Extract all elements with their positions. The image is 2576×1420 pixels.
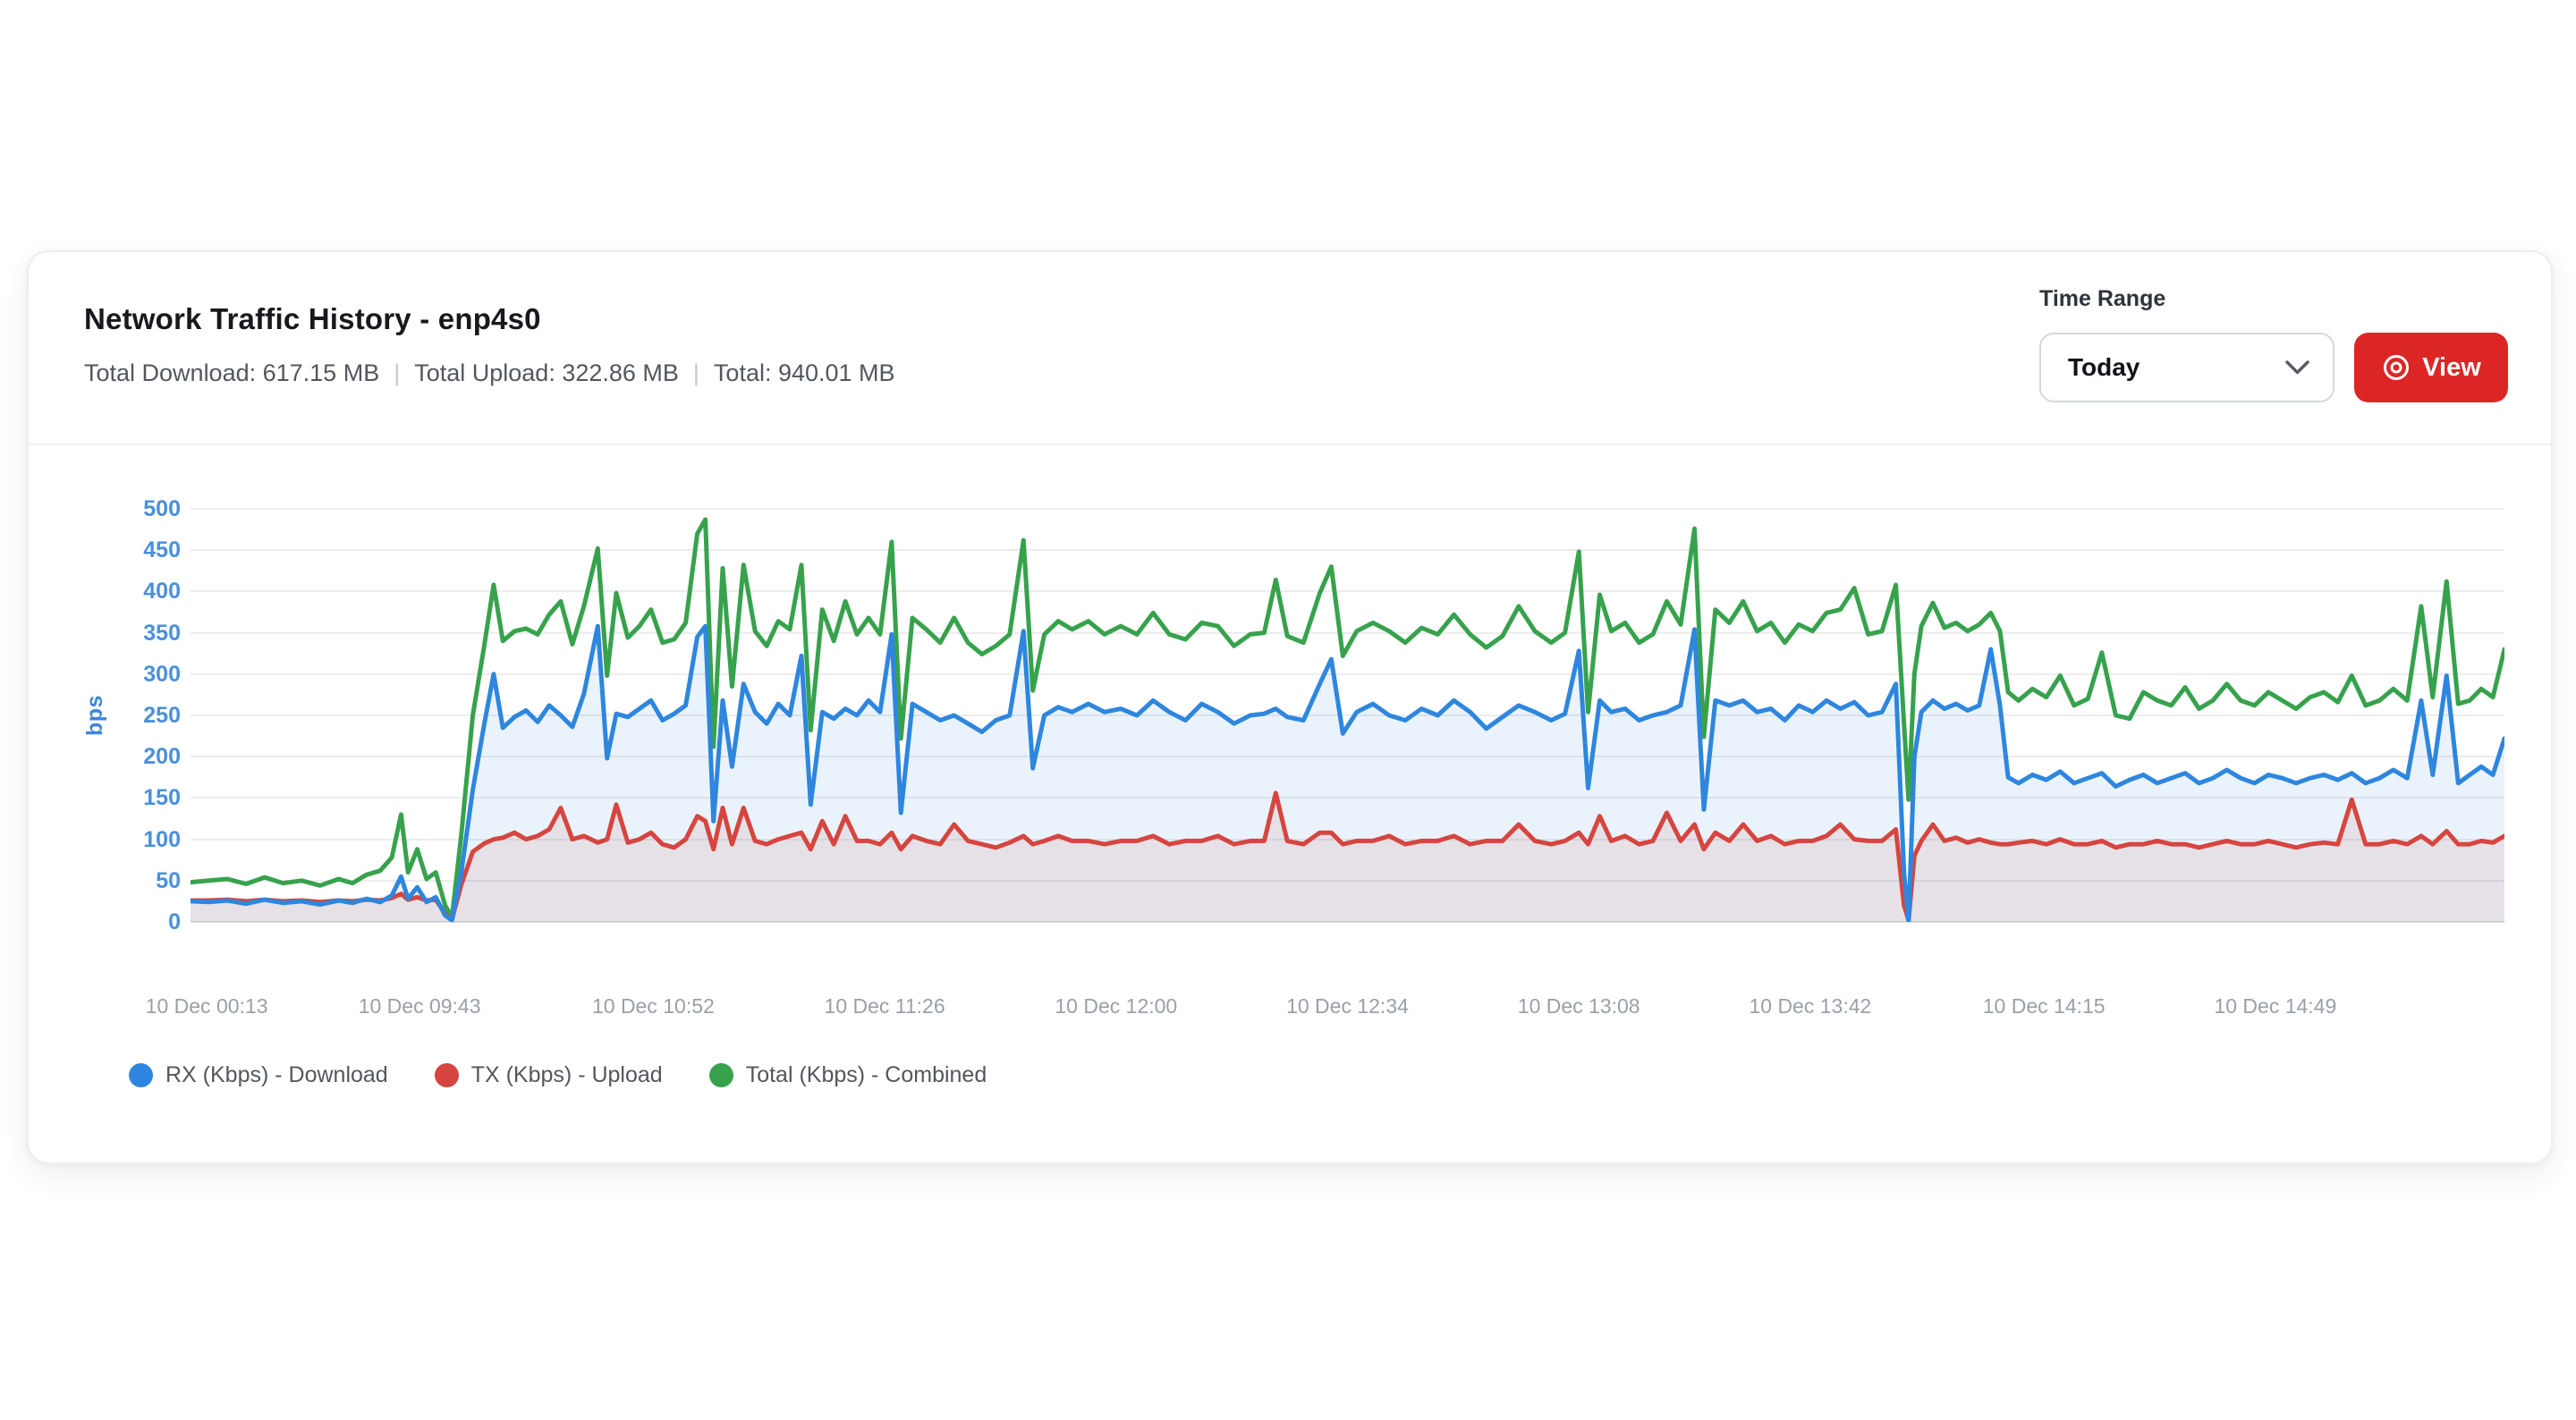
legend-label-tx: TX (Kbps) - Upload <box>470 1062 663 1087</box>
y-axis-title: bps <box>82 695 107 736</box>
y-tick-label: 200 <box>143 744 181 770</box>
gridline <box>191 714 2504 716</box>
x-tick-label: 10 Dec 13:42 <box>1749 994 1872 1018</box>
chevron-down-icon <box>2285 359 2309 376</box>
legend-item-total[interactable]: Total (Kbps) - Combined <box>708 1062 987 1088</box>
y-tick-label: 250 <box>143 703 181 728</box>
header-divider <box>29 444 2551 445</box>
gridline <box>191 879 2504 882</box>
chart-legend: RX (Kbps) - Download TX (Kbps) - Upload … <box>129 1062 987 1088</box>
view-button-label: View <box>2422 352 2481 382</box>
gridline <box>191 590 2504 593</box>
y-tick-label: 500 <box>143 496 181 521</box>
gridline <box>191 631 2504 634</box>
total-combined: Total: 940.01 MB <box>713 359 895 386</box>
y-tick-label: 400 <box>143 579 181 604</box>
total-legend-dot-icon <box>708 1063 733 1087</box>
traffic-series-svg <box>191 517 2504 922</box>
stat-divider: | <box>394 359 401 386</box>
gridline <box>191 797 2504 799</box>
y-tick-label: 0 <box>168 909 181 934</box>
y-tick-label: 300 <box>143 661 181 687</box>
legend-item-tx[interactable]: TX (Kbps) - Upload <box>434 1062 663 1088</box>
x-tick-label: 10 Dec 12:34 <box>1286 994 1409 1018</box>
tx-legend-dot-icon <box>434 1063 459 1087</box>
page-title: Network Traffic History - enp4s0 <box>84 302 541 335</box>
x-tick-label: 10 Dec 12:00 <box>1055 994 1178 1018</box>
gridline <box>191 838 2504 841</box>
x-tick-label: 10 Dec 14:49 <box>2214 994 2337 1018</box>
x-tick-label: 10 Dec 14:15 <box>1982 994 2106 1018</box>
legend-label-total: Total (Kbps) - Combined <box>745 1062 987 1087</box>
x-tick-label: 10 Dec 13:08 <box>1517 994 1640 1018</box>
gridline <box>191 672 2504 675</box>
time-range-value: Today <box>2068 353 2140 381</box>
stat-divider: | <box>692 359 699 386</box>
eye-icon <box>2381 352 2411 383</box>
gridline <box>191 549 2504 552</box>
traffic-totals: Total Download: 617.15 MB | Total Upload: … <box>84 359 895 387</box>
legend-label-rx: RX (Kbps) - Download <box>165 1062 388 1087</box>
time-range-select[interactable]: Today <box>2039 333 2334 402</box>
total-upload: Total Upload: 322.86 MB <box>414 359 679 386</box>
y-tick-label: 350 <box>143 620 181 646</box>
network-traffic-card: Network Traffic History - enp4s0 Total D… <box>27 250 2553 1164</box>
x-axis-labels: 10 Dec 00:13 10 Dec 09:43 10 Dec 10:52 10 D… <box>29 994 2551 1023</box>
legend-item-rx[interactable]: RX (Kbps) - Download <box>129 1062 388 1088</box>
gridline <box>191 756 2504 758</box>
total-download: Total Download: 617.15 MB <box>84 359 380 386</box>
x-tick-label: 10 Dec 11:26 <box>824 994 945 1018</box>
x-tick-label: 10 Dec 00:13 <box>145 994 268 1018</box>
x-tick-label: 10 Dec 09:43 <box>358 994 481 1018</box>
x-tick-label: 10 Dec 10:52 <box>591 994 715 1018</box>
time-range-label: Time Range <box>2039 286 2166 311</box>
gridline <box>191 921 2504 923</box>
view-button[interactable]: View <box>2354 333 2508 402</box>
y-tick-label: 100 <box>143 826 181 852</box>
plot-area <box>191 509 2504 922</box>
gridline <box>191 508 2504 510</box>
y-tick-label: 50 <box>156 867 181 893</box>
y-tick-label: 150 <box>143 785 181 811</box>
y-tick-label: 450 <box>143 537 181 563</box>
rx-legend-dot-icon <box>129 1063 153 1087</box>
